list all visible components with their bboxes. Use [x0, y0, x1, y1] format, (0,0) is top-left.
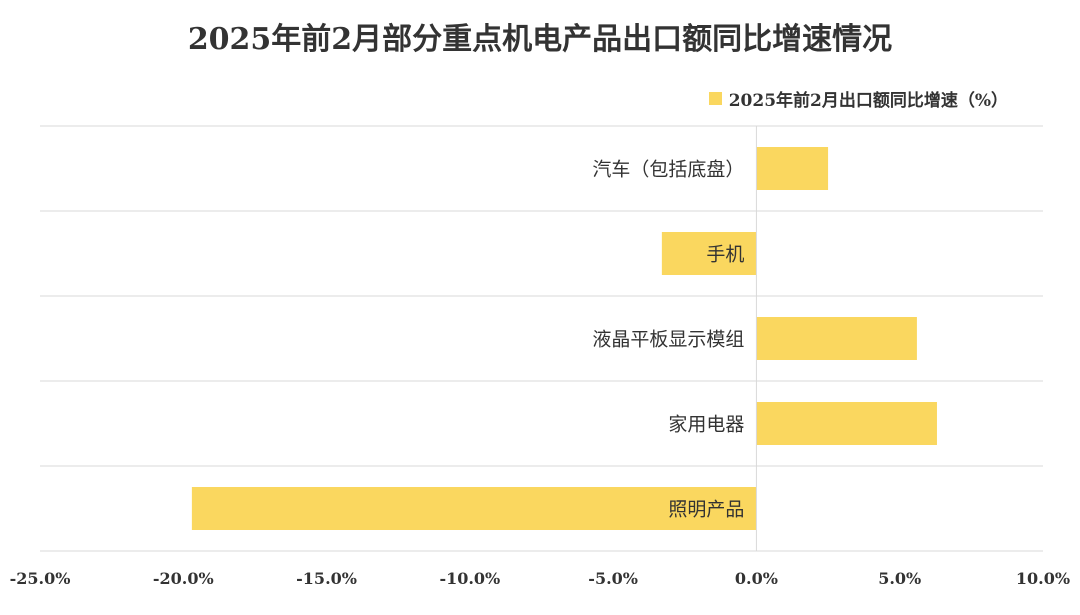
x-tick-labels: -25.0% -20.0% -15.0% -10.0% -5.0% 0.0% 5.0% 10.…	[10, 569, 1070, 588]
chart-title: 2025年前2月部分重点机电产品出口额同比增速情况	[187, 22, 893, 57]
x-tick-label: 10.0%	[1016, 569, 1070, 588]
x-tick-label: 0.0%	[735, 569, 778, 588]
x-tick-label: 5.0%	[878, 569, 921, 588]
category-label: 手机	[706, 244, 744, 266]
bars	[191, 147, 937, 530]
legend: 2025年前2月出口额同比增速（%）	[708, 86, 1008, 111]
category-label: 液晶平板显示模组	[592, 329, 744, 351]
bar	[756, 317, 917, 360]
bar	[661, 232, 757, 275]
bar	[756, 147, 829, 190]
legend-swatch	[708, 92, 722, 105]
x-tick-label: -15.0%	[296, 569, 357, 588]
category-label: 照明产品	[668, 499, 744, 521]
x-tick-label: -10.0%	[439, 569, 500, 588]
category-label: 汽车（包括底盘）	[592, 159, 744, 181]
category-label: 家用电器	[668, 414, 744, 436]
grid-lines	[40, 125, 1043, 552]
bar	[191, 487, 757, 530]
bar	[756, 402, 937, 445]
x-tick-label: -5.0%	[588, 569, 638, 588]
x-tick-label: -25.0%	[10, 569, 71, 588]
x-tick-label: -20.0%	[153, 569, 214, 588]
legend-label: 2025年前2月出口额同比增速（%）	[728, 91, 1008, 111]
